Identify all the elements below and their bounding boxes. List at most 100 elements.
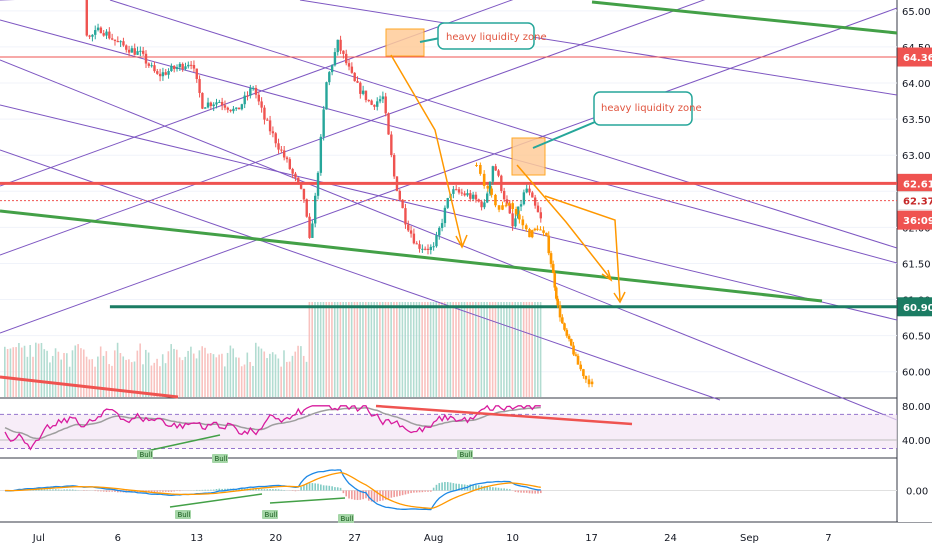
volume-bar [204, 347, 206, 397]
forecast-candles [475, 162, 594, 388]
price-badge [897, 191, 932, 211]
candle-body [316, 172, 320, 196]
macd-histogram-bar [195, 489, 198, 491]
volume-bar [421, 302, 423, 397]
macd-histogram-bar [413, 490, 415, 493]
candle-body [471, 194, 475, 199]
volume-bar [455, 302, 457, 397]
volume-bar [94, 366, 96, 397]
macd-histogram-bar [255, 488, 257, 491]
forecast-arrow [544, 195, 621, 301]
macd-histogram-bar [348, 490, 350, 499]
volume-bar [18, 342, 20, 397]
candle-body [480, 201, 483, 208]
bull-label: Bull [215, 455, 228, 463]
macd-histogram-bar [393, 490, 395, 498]
forecast-body [567, 335, 571, 340]
candle-body [175, 67, 179, 70]
price-badge [897, 297, 932, 317]
candle-body [469, 193, 472, 199]
macd-histogram-bar [66, 489, 68, 491]
macd-histogram-bar [314, 483, 316, 491]
price-tick: 64.00 [902, 79, 931, 90]
forecast-body [549, 253, 553, 265]
volume-bar [505, 302, 508, 397]
forecast-body [486, 185, 490, 189]
macd-histogram-bar [458, 483, 460, 491]
volume-bar [88, 359, 91, 397]
macd-histogram-bar [477, 485, 480, 491]
macd-histogram-bar [508, 489, 511, 491]
volume-bar [170, 344, 172, 397]
macd-histogram-bar [74, 489, 77, 491]
macd-histogram-bar [164, 490, 167, 492]
volume-bar [308, 302, 311, 397]
candle-body [251, 87, 255, 89]
rsi-ma-line [4, 406, 541, 440]
volume-bar [441, 302, 443, 397]
volume-bar [379, 302, 381, 397]
volume-bar [128, 359, 130, 397]
macd-histogram-bar [410, 490, 412, 494]
macd-histogram-bar [60, 489, 63, 491]
macd-histogram-bar [117, 490, 119, 493]
bull-label: Bull [460, 451, 473, 459]
candle-body [178, 63, 182, 68]
volume-bar [35, 342, 37, 397]
volume-bar [139, 343, 141, 397]
callout-pointer [419, 37, 441, 43]
macd-histogram-bar [503, 488, 505, 491]
callout-text: heavy liquidity zone [601, 103, 702, 114]
volume-bar [390, 302, 392, 397]
candle-body [94, 30, 97, 35]
candle-body [204, 107, 207, 109]
candle-body [339, 39, 342, 51]
volume-bar [71, 350, 74, 397]
volume-bar [133, 361, 136, 397]
macd-histogram-bar [111, 490, 113, 492]
arrow-head [613, 291, 626, 304]
forecast-arrow [390, 54, 463, 246]
macd-histogram-bar [483, 486, 486, 491]
volume-bar [522, 302, 525, 397]
volume-bar [63, 352, 65, 397]
macd-histogram-bar [334, 487, 336, 491]
macd-histogram-bar [159, 490, 161, 492]
macd-histogram-bar [345, 490, 348, 497]
volume-bar [497, 302, 500, 397]
candle-body [99, 27, 103, 34]
candle-body [181, 63, 184, 70]
macd-histogram-bar [241, 488, 243, 491]
candle-body [308, 216, 311, 238]
macd-histogram-bar [97, 490, 99, 492]
volume-bar [407, 302, 409, 397]
volume-bar [345, 302, 347, 397]
forecast-body [490, 188, 493, 195]
volume-bar [46, 350, 48, 397]
macd-histogram-bar [424, 490, 426, 492]
volume-bar [483, 302, 485, 397]
time-tick: 17 [585, 533, 598, 544]
rsi-divergence [375, 404, 633, 426]
liquidity-zone [511, 137, 546, 176]
volume-bar [511, 302, 514, 397]
macd-histogram-bar [401, 490, 404, 496]
volume-bar [153, 362, 156, 397]
volume-bar [322, 302, 325, 397]
candle-body [189, 64, 193, 66]
price-badge-label: 62.61 [903, 179, 932, 190]
volume-bar [159, 366, 161, 397]
callout-box [437, 22, 535, 50]
price-badge-label: 36:09 [903, 216, 932, 227]
volume-bar [460, 302, 463, 397]
macd-histogram-bar [494, 487, 497, 491]
volume-bar [164, 363, 167, 397]
callout-pointer [532, 121, 596, 149]
forecast-body [504, 205, 508, 207]
forecast-body [539, 229, 542, 231]
candle-body [533, 197, 537, 206]
candle-body [539, 212, 542, 219]
forecast-body [576, 355, 580, 365]
drawings: heavy liquidity zone heavy liquidity zone [385, 22, 702, 304]
